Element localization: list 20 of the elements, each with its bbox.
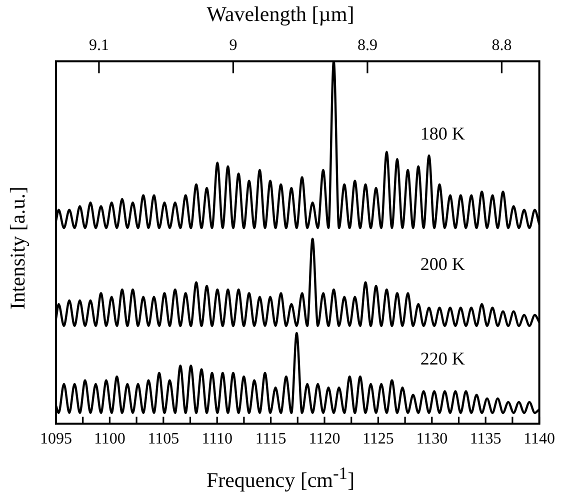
y-axis-title: Intensity [a.u.] xyxy=(6,186,30,310)
series-label: 220 K xyxy=(420,348,465,368)
x-tick-label: 1095 xyxy=(40,430,72,448)
x2-tick-label: 9.1 xyxy=(88,36,109,54)
x2-tick-label: 9 xyxy=(229,36,238,54)
x-tick-label: 1125 xyxy=(362,430,394,448)
series-label: 200 K xyxy=(420,254,465,274)
x-tick-label: 1105 xyxy=(148,430,180,448)
x-tick-label: 1115 xyxy=(255,430,286,448)
x-tick-label: 1135 xyxy=(470,430,502,448)
x2-tick-label: 8.8 xyxy=(492,36,512,54)
x-tick-label: 1100 xyxy=(94,430,126,448)
series-label: 180 K xyxy=(420,124,465,144)
x-tick-label: 1130 xyxy=(416,430,448,448)
x-tick-label: 1120 xyxy=(308,430,340,448)
x2-axis-title: Wavelength [µm] xyxy=(206,2,356,27)
x-tick-label: 1110 xyxy=(202,430,233,448)
x2-tick-label: 8.9 xyxy=(357,36,378,54)
x-axis-title: Frequency [cm$^{-1}$] xyxy=(205,463,356,493)
x-tick-label: 1140 xyxy=(524,430,555,448)
